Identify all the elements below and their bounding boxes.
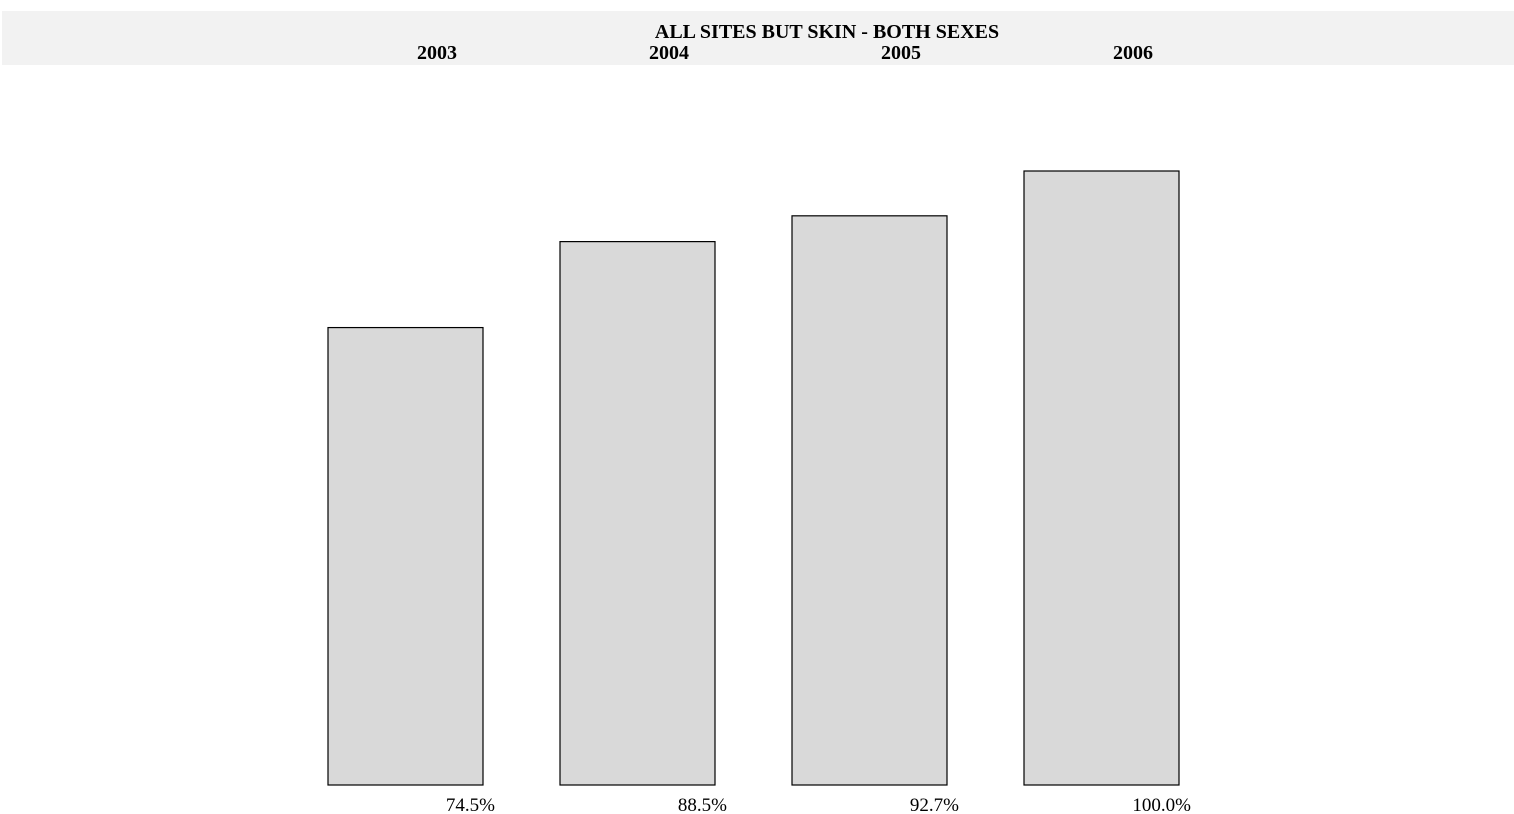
chart-title: ALL SITES BUT SKIN - BOTH SEXES bbox=[655, 21, 999, 43]
bars bbox=[327, 170, 1180, 786]
value-label-2006: 100.0% bbox=[1132, 795, 1191, 814]
category-labels: 2003 2004 2005 2006 bbox=[417, 42, 1153, 64]
category-label-2003: 2003 bbox=[417, 42, 457, 64]
bar-2005 bbox=[791, 215, 948, 786]
value-label-2003: 74.5% bbox=[446, 795, 495, 814]
value-labels: 74.5% 88.5% 92.7% 100.0% bbox=[446, 795, 1191, 814]
category-label-2004: 2004 bbox=[649, 42, 689, 64]
value-label-2005: 92.7% bbox=[910, 795, 959, 814]
bar-2004 bbox=[559, 241, 716, 786]
category-label-2005: 2005 bbox=[881, 42, 921, 64]
value-label-2004: 88.5% bbox=[678, 795, 727, 814]
bar-2006 bbox=[1023, 170, 1180, 786]
header-band bbox=[2, 11, 1514, 65]
bar-2003 bbox=[327, 326, 484, 786]
category-label-2006: 2006 bbox=[1113, 42, 1153, 64]
